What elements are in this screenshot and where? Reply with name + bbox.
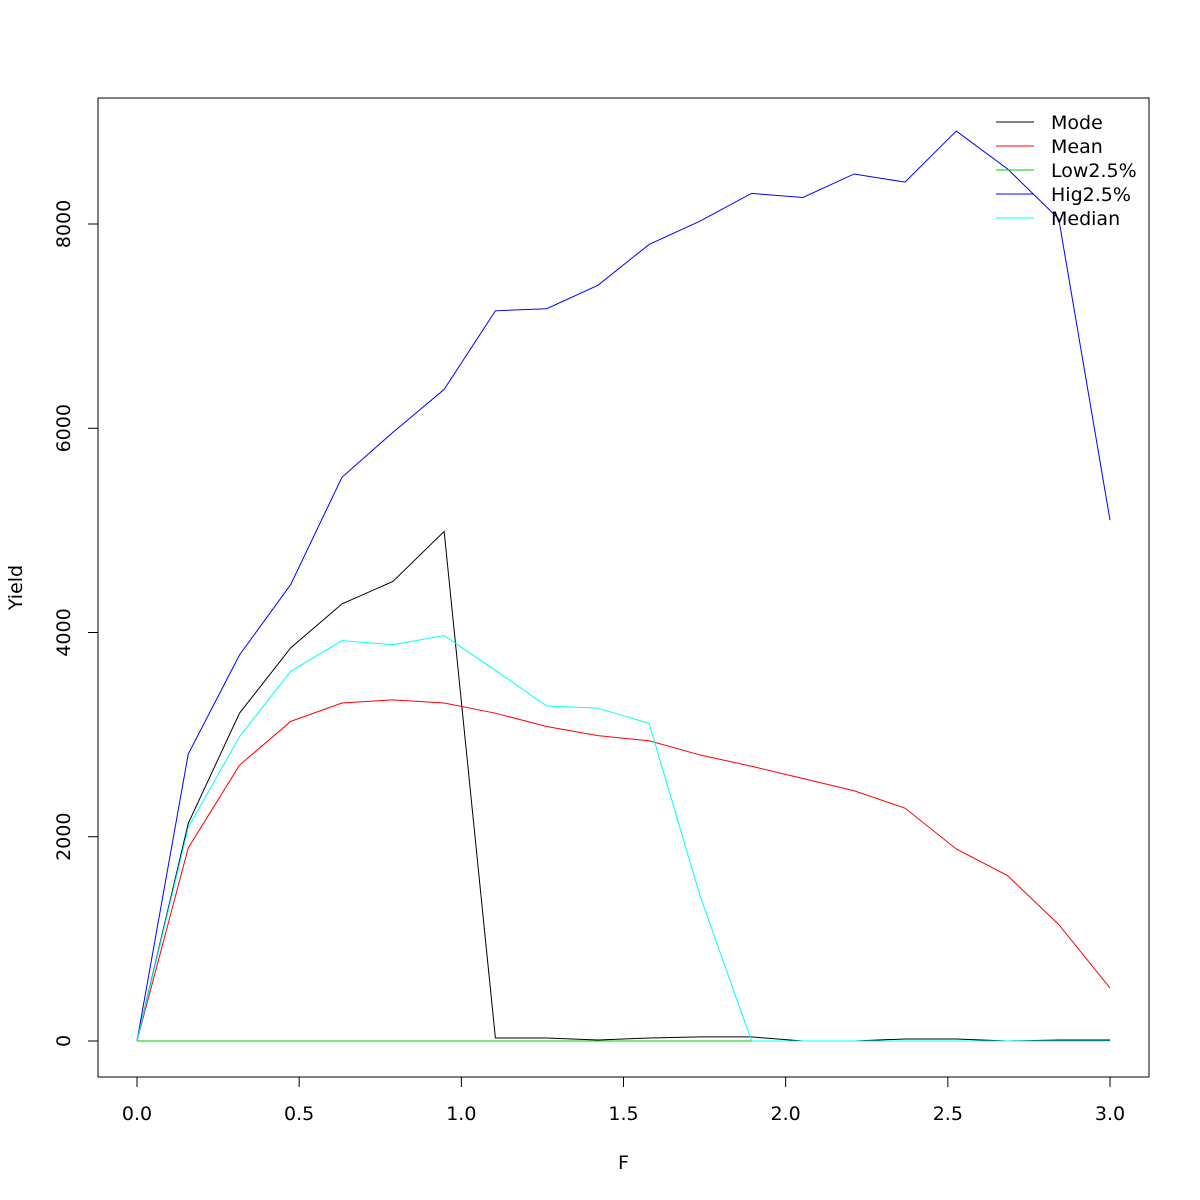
legend-label-low2-5: Low2.5%	[1051, 160, 1137, 182]
y-axis: 0 2000 4000 6000 8000	[53, 200, 99, 1047]
series-line-median	[136, 635, 1110, 1042]
y-tick-label: 4000	[53, 608, 75, 656]
x-tick-label: 3.0	[1095, 1103, 1125, 1125]
y-tick-label: 8000	[53, 200, 75, 248]
y-axis-title: Yield	[5, 565, 27, 611]
x-tick-label: 0.5	[284, 1103, 314, 1125]
y-tick-label: 6000	[53, 404, 75, 452]
legend-label-hig2-5: Hig2.5%	[1051, 184, 1131, 206]
series-line-mode	[136, 530, 1110, 1042]
series-layer	[136, 130, 1111, 1042]
y-tick-label: 2000	[53, 813, 75, 861]
legend-label-mean: Mean	[1051, 136, 1103, 158]
series-line-hig2-5	[136, 130, 1111, 1042]
series-line-mean	[136, 699, 1111, 1042]
x-tick-label: 2.5	[933, 1103, 963, 1125]
legend-label-mode: Mode	[1051, 112, 1103, 134]
x-tick-label: 0.0	[122, 1103, 152, 1125]
x-axis-title: F	[618, 1152, 629, 1174]
x-tick-label: 1.5	[608, 1103, 638, 1125]
legend-label-median: Median	[1051, 208, 1120, 230]
x-tick-label: 2.0	[771, 1103, 801, 1125]
plot-frame	[97, 97, 1150, 1078]
x-tick-label: 1.0	[446, 1103, 476, 1125]
x-axis: 0.0 0.5 1.0 1.5 2.0 2.5 3.0	[122, 1076, 1125, 1125]
y-tick-label: 0	[53, 1035, 75, 1047]
